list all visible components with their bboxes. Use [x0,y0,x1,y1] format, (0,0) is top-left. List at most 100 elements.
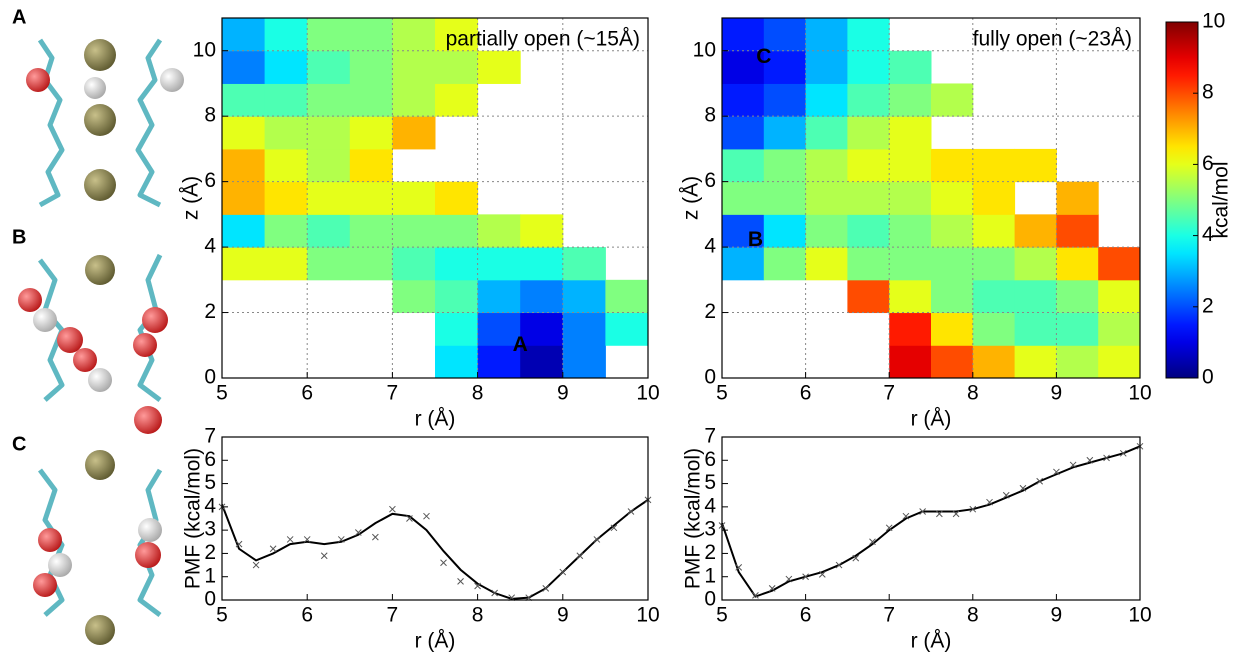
contour-cell [889,214,932,248]
x-tick-label: 6 [800,604,812,627]
pmf-marker [1053,468,1060,476]
x-tick-label: 8 [472,604,484,627]
plot-frame [221,436,649,601]
contour-cell [972,345,1016,379]
y-tick-label: 6 [704,169,716,192]
x-tick-label: 6 [800,382,812,405]
contour-cell [763,181,807,215]
x-tick-label: 9 [557,604,569,627]
pmf-marker [269,545,277,553]
contour-cell [435,18,479,52]
chart: 5 6 7 8 9 10 0 2 4 6 8 10 r (Å) z (Å) partially open (… [180,17,660,431]
y-tick-label: 6 [204,169,216,192]
contour-cell [889,148,932,183]
y-tick-label: 4 [704,235,716,258]
annotation: A [513,333,528,356]
y-tick-label: 10 [193,38,216,61]
contour-cell [722,116,765,150]
contour-cell [722,83,765,117]
pmf-marker [389,505,396,513]
x-axis-label: r (Å) [911,408,952,431]
contour-cell [805,148,848,183]
contour-cell [1014,247,1057,281]
contour-cell [972,181,1016,215]
contour-cell [222,148,266,183]
contour-cell [763,116,807,150]
contour-cell [889,247,932,281]
contour-cell [847,116,890,150]
y-tick-label: 7 [204,425,216,448]
y-tick-label: 7 [704,425,716,448]
contour-cell [931,83,974,117]
colorbar-tick-label: 4 [1202,223,1214,246]
contour-cell [763,18,807,52]
contour-cell [1056,247,1099,281]
panel-label: B [12,226,26,248]
x-tick-label: 6 [301,604,313,627]
pmf-marker [735,564,743,571]
x-axis-label: r (Å) [415,630,456,653]
pmf-marker [491,589,498,597]
contour-cell [605,312,649,346]
y-tick-label: 8 [204,104,216,127]
contour-cell [222,181,266,215]
contour-cell [520,345,564,379]
pmf-marker [610,524,618,532]
contour-cell [520,279,564,314]
pmf-marker [303,536,311,543]
contour-cell [307,148,351,183]
plot-frame [221,17,649,379]
contour-cell [307,181,351,215]
y-tick-label: 4 [204,494,216,517]
contour-cell [722,181,765,215]
x-tick-label: 7 [883,382,895,405]
pmf-line [221,499,649,600]
pmf-marker [559,568,567,576]
pmf-marker [320,552,328,560]
pmf-marker [852,554,860,562]
colorbar-label: kcal/mol [1210,161,1233,238]
pmf-marker [802,573,809,581]
contour-cell [349,18,393,52]
contour-cell [264,148,308,183]
contour-cell [805,116,848,150]
contour-cell [722,18,765,52]
contour-cell [222,116,266,150]
x-tick-label: 7 [387,604,399,627]
panel-label: C [12,433,26,455]
contour-cell [435,247,479,281]
y-tick-label: 3 [704,518,716,541]
molecule-b [18,253,168,434]
x-tick-label: 7 [883,604,895,627]
contour-cell [847,247,890,281]
pmf-marker [1119,449,1127,457]
pmf-marker [768,585,776,592]
y-axis-label: PMF (kcal/mol) [682,448,705,589]
pmf-marker [835,561,843,569]
x-tick-label: 9 [1051,604,1063,627]
contour-cell [307,18,351,52]
y-tick-label: 10 [693,38,716,61]
contour-cell [222,50,266,84]
pmf-marker [286,536,294,543]
panel-label: A [12,6,26,28]
y-tick-label: 2 [704,300,716,323]
y-tick-label: 0 [204,366,216,389]
contour-cell [931,345,974,379]
contour-cell [264,247,308,281]
contour-cell [349,148,393,183]
y-tick-label: 6 [204,448,216,471]
x-tick-label: 9 [557,382,569,405]
contour-cell [477,345,521,379]
contour-cell [605,279,649,314]
plot-frame [721,17,1141,379]
contour-cell [1056,312,1099,346]
pmf-marker [919,508,926,515]
colorbar-tick-label: 2 [1202,294,1214,317]
x-tick-label: 8 [967,382,979,405]
contour-cell [307,247,351,281]
contour-cell [477,279,521,314]
pmf-line [721,445,1141,598]
x-tick-label: 5 [216,604,228,627]
